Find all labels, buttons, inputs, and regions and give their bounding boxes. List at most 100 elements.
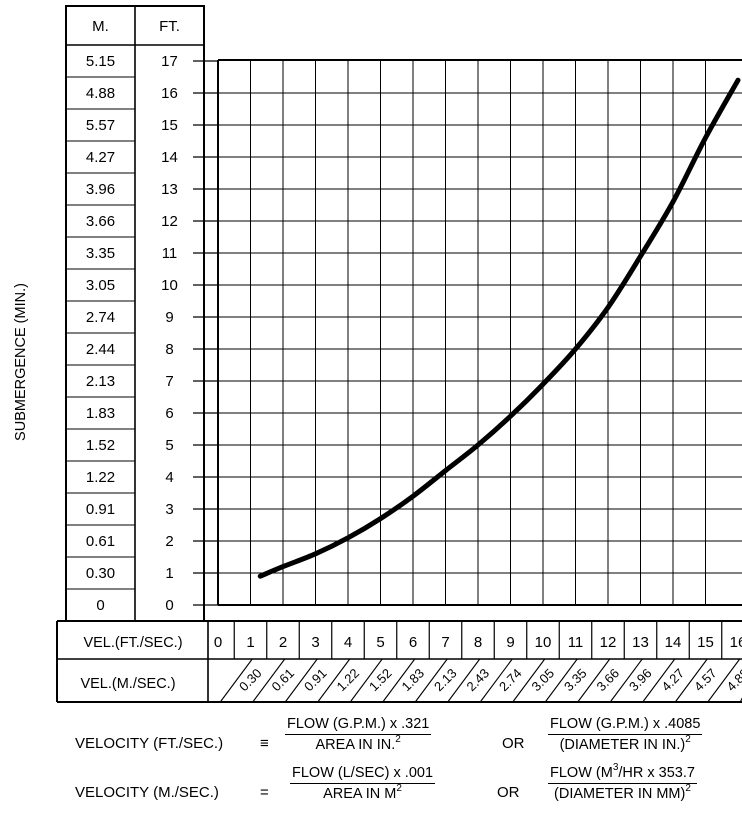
x-tick-label-ft: 0 [214,634,222,651]
y-tick-label-m: 4.88 [86,85,115,102]
x-label-m: VEL.(M./SEC.) [80,676,175,692]
x-tick-label-ft: 3 [311,634,319,651]
x-tick-label-ft: 10 [535,634,552,651]
velocity-ft-label: VELOCITY (FT./SEC.) [75,735,224,752]
fraction-denominator: AREA IN M2 [290,783,435,802]
fraction-denominator: (DIAMETER IN MM)2 [548,783,697,802]
data-curve [257,77,741,579]
y-tick-label-m: 0 [96,597,104,614]
x-tick-label-m: 0.61 [269,666,298,695]
denominator-text: (DIAMETER IN MM) [554,786,686,802]
x-tick-label-ft: 11 [568,634,584,651]
y-tick-label-m: 0.91 [86,501,115,518]
superscript: 2 [395,734,401,745]
x-tick-label-ft: 16 [730,634,742,651]
x-tick-label-m: 3.66 [594,666,623,695]
y-tick-label-ft: 11 [162,245,178,262]
velocity-table: VEL.(FT./SEC.)VEL.(M./SEC.)0 1 2 3 4 5 6 7 8 9 10 1… [56,620,742,703]
x-tick-label-m: 4.57 [691,666,720,695]
y-tick-label-m: 2.44 [86,341,115,358]
x-tick-label-ft: 14 [665,634,682,651]
y-tick-label-ft: 5 [165,437,173,454]
m-cell-diagonal [577,658,611,703]
x-tick-label-ft: 1 [246,634,254,651]
y-tick-label-m: 1.52 [86,437,115,454]
axis-table: M. FT.5.15 174.88 165.57 154.27 143.96 133.66 1… [65,5,218,622]
x-tick-label-m: 1.22 [334,666,363,695]
velocity-ft-or: OR [502,735,525,752]
x-tick-label-m: 0.30 [236,666,265,695]
superscript: 2 [396,783,402,794]
m-cell-diagonal [544,658,578,703]
denominator-text: AREA IN M [323,786,397,802]
m-cell-diagonal [642,658,676,703]
x-tick-label-m: 2.43 [464,666,493,695]
velocity-ft-fraction-area: FLOW (G.P.M.) x .321 AREA IN IN.2 [285,716,432,753]
velocity-ft-equals: ≡ [260,735,269,752]
x-tick-label-m: 4.27 [659,666,688,695]
fraction-numerator: FLOW (L/SEC) x .001 [290,765,436,784]
m-cell-diagonal [479,658,513,703]
velocity-m-fraction-diameter: FLOW (M3/HR x 353.7 (DIAMETER IN MM)2 [548,762,697,802]
velocity-ft-fraction-diameter: FLOW (G.P.M.) x .4085 (DIAMETER IN IN.)2 [548,716,703,753]
m-cell-diagonal [349,658,383,703]
x-tick-label-m: 1.52 [366,666,395,695]
x-tick-label-m: 1.83 [399,666,428,695]
imperial-column-header: FT. [159,18,180,35]
x-tick-label-m: 4.88 [724,666,742,695]
y-tick-label-m: 3.66 [86,213,115,230]
y-tick-label-m: 2.74 [86,309,115,326]
m-cell-diagonal [609,658,643,703]
m-cell-diagonal [382,658,416,703]
y-tick-label-ft: 13 [161,181,178,198]
m-cell-diagonal [447,658,481,703]
m-cell-diagonal [317,658,351,703]
y-tick-label-ft: 16 [161,85,178,102]
y-tick-label-ft: 3 [165,501,173,518]
x-label-ft: VEL.(FT./SEC.) [83,635,182,651]
y-tick-label-ft: 10 [161,277,178,294]
velocity-m-label: VELOCITY (M./SEC.) [75,784,219,801]
y-tick-label-ft: 14 [161,149,178,166]
x-tick-label-ft: 12 [600,634,617,651]
y-tick-label-m: 5.15 [86,53,115,70]
fraction-denominator: (DIAMETER IN IN.)2 [548,734,702,753]
x-tick-label-m: 2.13 [431,666,460,695]
y-tick-label-ft: 9 [165,309,173,326]
y-tick-label-m: 2.13 [86,373,115,390]
velocity-m-equals: = [260,784,269,801]
y-tick-label-ft: 1 [165,565,173,582]
x-tick-label-ft: 13 [632,634,649,651]
y-tick-label-ft: 17 [161,53,178,70]
fraction-numerator: FLOW (G.P.M.) x .321 [285,716,432,735]
x-tick-label-ft: 8 [474,634,482,651]
y-tick-label-m: 0.30 [86,565,115,582]
velocity-m-fraction-area: FLOW (L/SEC) x .001 AREA IN M2 [290,765,436,802]
m-cell-diagonal [707,658,741,703]
m-cell-diagonal [284,658,318,703]
x-tick-label-ft: 9 [506,634,514,651]
x-tick-label-m: 0.91 [301,666,330,695]
y-tick-label-ft: 0 [165,597,173,614]
metric-column-header: M. [92,18,109,35]
y-tick-label-ft: 2 [165,533,173,550]
y-tick-label-ft: 12 [161,213,178,230]
x-tick-label-ft: 7 [441,634,449,651]
x-tick-label-m: 3.05 [529,666,558,695]
y-tick-label-m: 1.22 [86,469,115,486]
x-tick-label-ft: 15 [697,634,714,651]
denominator-text: AREA IN IN. [315,737,396,753]
y-tick-label-ft: 6 [165,405,173,422]
y-tick-label-ft: 8 [165,341,173,358]
numerator-text-b: /HR x 353.7 [618,765,695,781]
y-tick-label-m: 5.57 [86,117,115,134]
m-cell-diagonal [512,658,546,703]
m-cell-diagonal [414,658,448,703]
m-cell-diagonal [252,658,286,703]
x-tick-label-ft: 5 [376,634,384,651]
superscript: 2 [685,783,691,794]
fraction-numerator: FLOW (G.P.M.) x .4085 [548,716,703,735]
submergence-curve [257,77,741,579]
m-cell-diagonal [219,658,253,703]
